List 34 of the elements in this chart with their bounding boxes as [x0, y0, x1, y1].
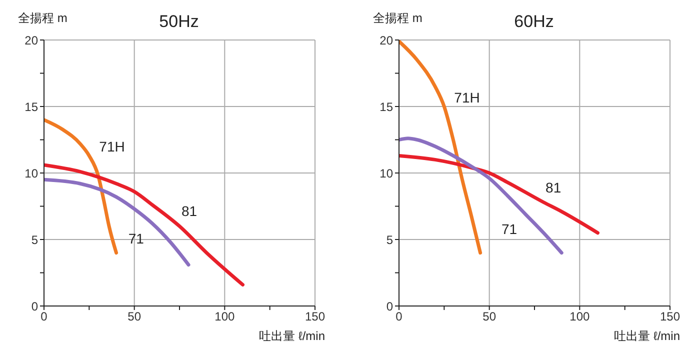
- y-tick-label: 10: [380, 166, 394, 180]
- y-tick-label: 5: [386, 232, 394, 247]
- chart-title: 50Hz: [159, 12, 199, 31]
- series-label: 81: [182, 203, 198, 220]
- x-tick-label: 150: [304, 310, 326, 324]
- x-tick-label: 150: [660, 310, 680, 324]
- line-series: [399, 136, 564, 255]
- y-tick-label: 20: [380, 33, 394, 48]
- x-tick-label: 0: [396, 310, 403, 324]
- x-axis-title: 吐出量 ℓ/min: [614, 328, 680, 345]
- y-tick-label: 20: [24, 33, 38, 48]
- x-tick-label: 100: [214, 310, 235, 324]
- series-label: 71: [501, 221, 518, 238]
- y-tick-label: 0: [31, 299, 38, 314]
- series-label: 71H: [454, 90, 480, 106]
- x-tick-label: 100: [570, 310, 590, 324]
- series-label: 71H: [99, 138, 125, 155]
- x-tick-label: 0: [40, 310, 48, 324]
- y-axis-title: 全揚程 m: [373, 10, 422, 27]
- y-tick-label: 15: [380, 100, 394, 114]
- series-label: 81: [546, 179, 562, 196]
- y-tick-label: 10: [24, 166, 38, 180]
- line-series: [399, 40, 482, 255]
- x-axis-title: 吐出量 ℓ/min: [259, 328, 325, 345]
- y-axis-title: 全揚程 m: [18, 10, 68, 27]
- y-tick-label: 15: [24, 100, 38, 114]
- series-label: 71: [128, 230, 144, 247]
- line-series: [44, 163, 244, 286]
- x-tick-label: 50: [128, 310, 142, 324]
- x-tick-label: 50: [482, 310, 496, 324]
- chart-title: 60Hz: [514, 12, 554, 31]
- line-series: [399, 154, 600, 235]
- y-tick-label: 5: [31, 232, 38, 247]
- y-tick-label: 0: [386, 299, 394, 314]
